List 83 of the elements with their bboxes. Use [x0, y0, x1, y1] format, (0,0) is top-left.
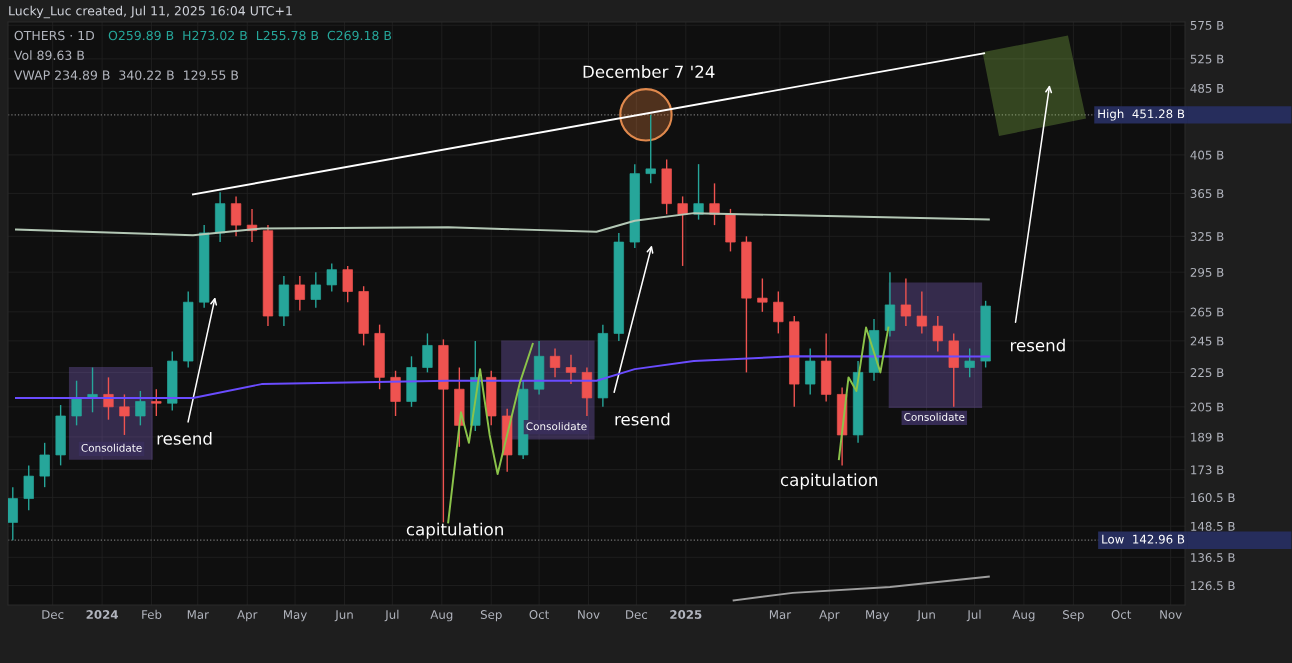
x-tick-label: Aug	[430, 610, 453, 622]
candlestick	[773, 290, 784, 335]
y-tick-label: 148.5 B	[1191, 521, 1235, 531]
candlestick	[677, 195, 688, 267]
x-tick-label: Aug	[1012, 610, 1035, 622]
candlestick	[135, 390, 146, 427]
y-tick-label: 485 B	[1190, 83, 1224, 93]
candlestick	[932, 315, 943, 353]
x-tick-label: May	[284, 610, 307, 622]
candlestick	[294, 275, 305, 312]
candlestick	[23, 464, 34, 511]
text: OTHERS · 1D	[14, 30, 95, 41]
y-tick-label: 189 B	[1191, 432, 1224, 442]
x-tick-label: Mar	[187, 610, 209, 619]
candlestick	[8, 486, 18, 541]
x-tick-label: Jul	[966, 609, 981, 622]
y-tick-label: 405 B	[1190, 150, 1224, 160]
x-tick-label: Nov	[578, 610, 600, 619]
y-tick-label: 265 B	[1190, 307, 1224, 317]
y-tick-label: 525 B	[1190, 54, 1224, 64]
candlestick	[964, 347, 975, 379]
text: Lucky_Luc created, Jul 11, 2025 16:04 UTC+1	[9, 5, 292, 19]
x-tick-label: Oct	[1111, 610, 1132, 619]
ref-line-label: Low 142.96 B	[1102, 534, 1185, 544]
annotation: capitulation	[406, 522, 503, 539]
candlestick	[805, 347, 816, 396]
candlestick	[230, 195, 242, 238]
y-tick-label: 173 B	[1191, 465, 1224, 475]
x-tick-label: Mar	[769, 610, 792, 619]
candlestick	[916, 290, 927, 335]
x-tick-label: Jun	[916, 610, 935, 622]
candlestick	[709, 182, 720, 226]
candlestick	[757, 277, 768, 313]
candlestick	[310, 271, 321, 309]
y-tick-label: 365 B	[1190, 189, 1224, 199]
y-tick-label: 126.5 B	[1191, 581, 1235, 591]
x-tick-label: 2025	[670, 610, 702, 619]
annotation: O259.89 B H273.02 B L255.78 B C269.18 B	[108, 30, 392, 41]
x-tick-label: May	[866, 610, 890, 622]
y-tick-label: 245 B	[1190, 336, 1224, 346]
annotation: VWAP 234.89 B 340.22 B 129.55 B	[13, 70, 239, 80]
annotation: Consolidate	[526, 422, 587, 431]
candlestick	[71, 380, 82, 427]
x-tick-label: 2024	[86, 610, 118, 619]
x-tick-label: Feb	[142, 609, 162, 619]
candlestick	[119, 393, 130, 436]
x-tick-label: Oct	[529, 610, 550, 619]
x-tick-label: Dec	[626, 610, 648, 619]
candlestick	[342, 265, 353, 303]
y-tick-label: 225 B	[1190, 368, 1224, 378]
x-tick-label: Apr	[237, 610, 258, 622]
x-tick-label: Apr	[819, 610, 840, 622]
y-tick-label: 575 B	[1190, 21, 1224, 30]
candlestick	[151, 388, 162, 417]
x-tick-label: Nov	[1160, 610, 1182, 619]
candlestick	[900, 277, 912, 327]
y-tick-label: 136.5 B	[1191, 553, 1235, 562]
annotation: resend	[1010, 338, 1065, 352]
y-tick-label: 295 B	[1190, 267, 1224, 277]
x-tick-label: Sep	[480, 610, 502, 622]
y-tick-label: 205 B	[1190, 402, 1224, 412]
x-tick-label: Sep	[1063, 610, 1084, 622]
line-series	[15, 355, 990, 399]
candlestick	[549, 347, 561, 379]
candlestick	[326, 262, 337, 293]
candlestick	[565, 354, 577, 385]
annotation: resend	[615, 412, 670, 426]
x-tick-label: Jun	[334, 610, 353, 622]
annotation: December 7 '24	[583, 65, 715, 79]
annotation: resend	[157, 431, 212, 445]
y-tick-label: 160.5 B	[1191, 493, 1235, 503]
ref-line-label: High 451.28 B	[1098, 109, 1185, 121]
annotation: capitulation	[780, 473, 878, 490]
candlestick	[645, 114, 656, 185]
annotation: Vol 89.63 B	[13, 50, 85, 61]
x-tick-label: Dec	[42, 610, 64, 619]
annotation: Consolidate	[904, 412, 965, 421]
y-tick-label: 325 B	[1190, 232, 1224, 241]
line-series	[732, 575, 990, 602]
annotation: Consolidate	[81, 443, 142, 452]
x-tick-label: Jul	[384, 609, 399, 622]
candlestick	[39, 442, 50, 488]
candlestick	[422, 332, 433, 374]
